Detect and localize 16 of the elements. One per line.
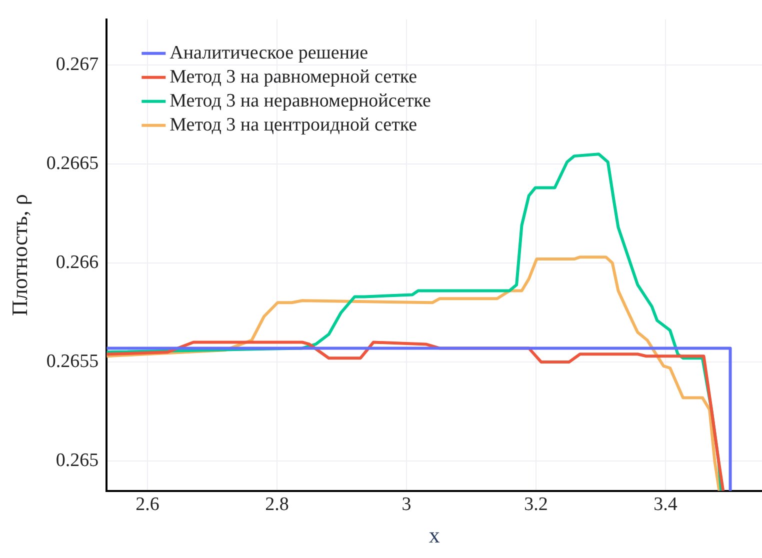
legend-label: Метод 3 на неравномернойсетке <box>170 90 431 112</box>
y-tick-label: 0.267 <box>56 54 99 75</box>
legend-label: Метод 3 на равномерной сетке <box>170 66 418 88</box>
y-tick-label: 0.265 <box>56 450 99 472</box>
y-tick-label: 0.266 <box>56 252 99 274</box>
x-tick-label: 2.8 <box>265 494 289 516</box>
y-axis-title: Плотность, ρ <box>6 194 32 316</box>
y-tick-label: 0.2665 <box>46 152 99 174</box>
x-tick-label: 2.6 <box>136 494 160 516</box>
x-tick-label: 3 <box>402 494 412 516</box>
x-axis-title: x <box>428 522 440 548</box>
legend-label: Аналитическое решение <box>170 42 368 64</box>
x-tick-label: 3.2 <box>524 494 548 516</box>
x-tick-label: 3.4 <box>654 494 678 516</box>
legend-label: Метод 3 на центроидной сетке <box>170 114 418 136</box>
y-tick-label: 0.2655 <box>46 351 99 372</box>
